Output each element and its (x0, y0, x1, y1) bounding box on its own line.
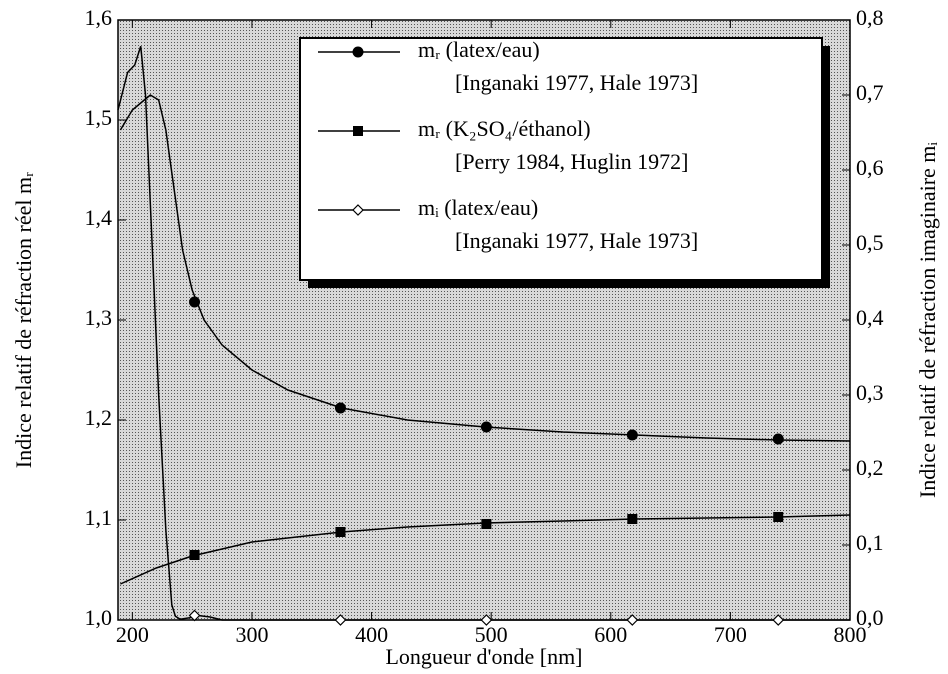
series-line (120, 514, 851, 585)
x-axis-label: Longueur d'onde [nm] (385, 644, 582, 669)
marker (353, 126, 363, 136)
y-tick-label: 1,5 (85, 105, 113, 130)
marker (352, 204, 364, 216)
legend-label: mᵢ (latex/eau) (418, 195, 538, 220)
y2-tick-label: 0,1 (856, 530, 884, 555)
y-tick-label: 1,2 (85, 405, 113, 430)
marker (626, 614, 639, 626)
x-tick-label: 600 (594, 622, 627, 647)
marker (626, 429, 638, 441)
series-line (117, 46, 850, 621)
y2-tick-label: 0,3 (856, 380, 884, 405)
series-line (119, 94, 851, 442)
x-tick-label: 200 (116, 622, 149, 647)
x-tick-label: 300 (235, 622, 268, 647)
legend-note: [Perry 1984, Huglin 1972] (455, 149, 688, 174)
y-tick-label: 1,1 (85, 505, 113, 530)
legend-box (299, 37, 823, 281)
y2-tick-label: 0,5 (856, 230, 884, 255)
y-tick-label: 1,4 (85, 205, 113, 230)
marker (772, 614, 785, 626)
y-tick-label: 1,3 (85, 305, 113, 330)
marker (189, 550, 200, 560)
marker (627, 514, 638, 524)
legend: mᵣ (latex/eau) [Inganaki 1977, Hale 1973]… (318, 37, 698, 253)
y2-tick-label: 0,6 (856, 155, 884, 180)
x-tick-label: 400 (355, 622, 388, 647)
legend-note: [Inganaki 1977, Hale 1973] (455, 228, 698, 253)
marker (773, 512, 784, 522)
y2-tick-label: 0,7 (856, 80, 884, 105)
x-tick-label: 800 (834, 622, 867, 647)
marker (480, 421, 492, 433)
marker (481, 519, 492, 529)
y-tick-label: 1,6 (85, 5, 113, 30)
marker (335, 527, 346, 537)
marker (334, 614, 347, 626)
legend-note: [Inganaki 1977, Hale 1973] (455, 70, 698, 95)
y-tick-label: 1,0 (85, 605, 113, 630)
y2-tick-label: 0,8 (856, 5, 884, 30)
y2-axis-label: Indice relatif de réfraction imaginaire … (915, 142, 940, 498)
y2-tick-label: 0,4 (856, 305, 884, 330)
plot (117, 46, 851, 626)
y2-tick-label: 0,0 (856, 605, 884, 630)
marker (772, 433, 784, 445)
x-tick-label: 700 (714, 622, 747, 647)
x-tick-label: 500 (475, 622, 508, 647)
marker (334, 402, 346, 414)
marker (188, 609, 201, 622)
marker (352, 46, 364, 58)
y2-tick-label: 0,2 (856, 455, 884, 480)
marker (480, 614, 493, 626)
y-axis-label: Indice relatif de réfraction réel mᵣ (11, 172, 36, 468)
legend-label: mᵣ (K₂SO₄/éthanol) (418, 116, 591, 141)
legend-label: mᵣ (latex/eau) (418, 37, 540, 62)
marker (189, 296, 201, 308)
